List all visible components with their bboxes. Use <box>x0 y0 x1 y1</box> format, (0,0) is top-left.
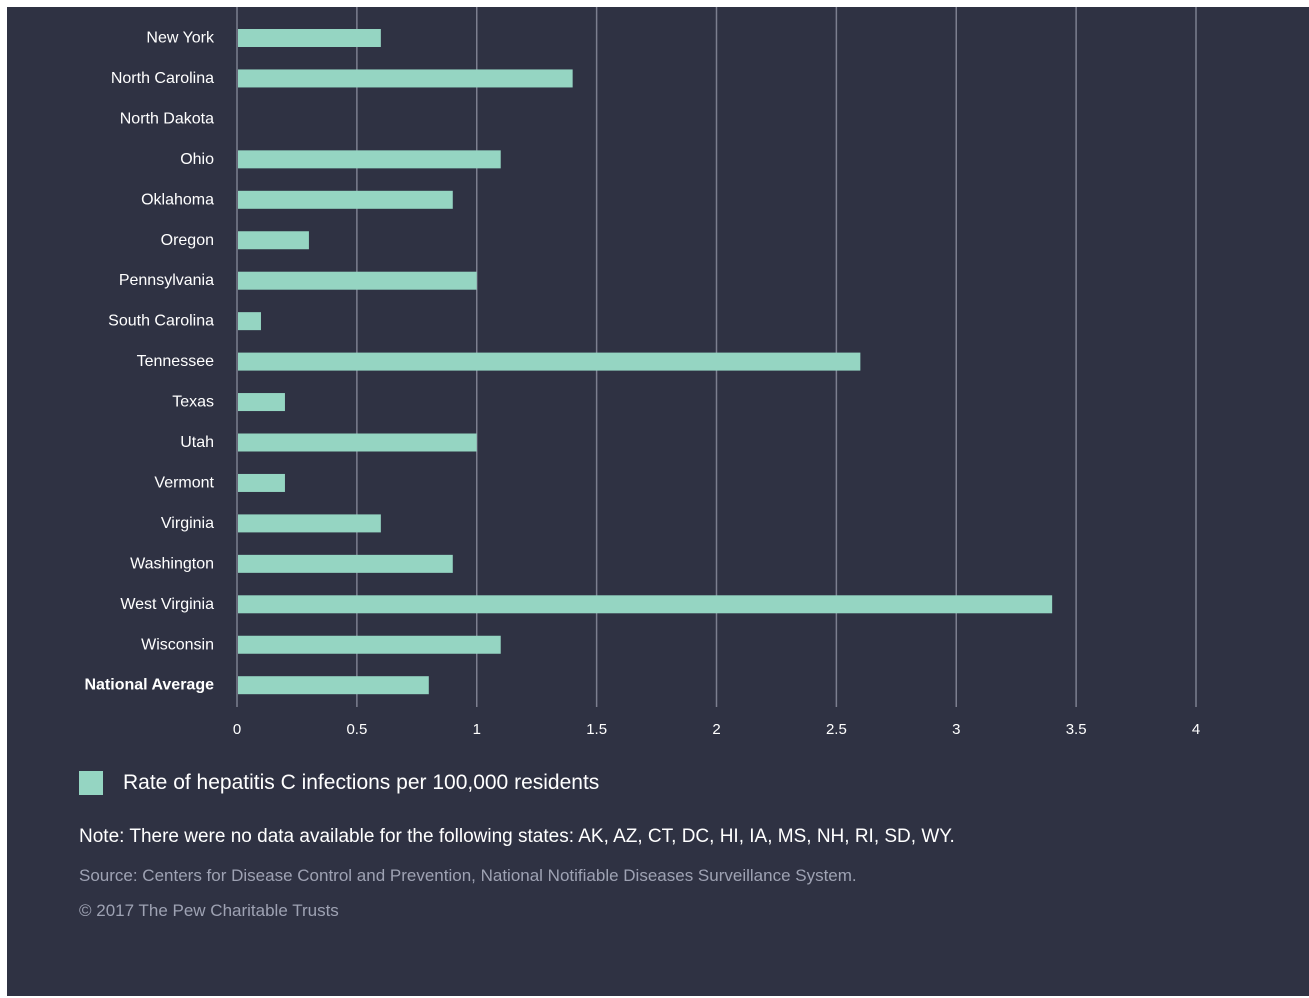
bars <box>238 29 1053 695</box>
bar-tennessee <box>238 352 861 371</box>
x-tick-labels: 0 0.5 1 1.5 2 2.5 3 3.5 4 <box>233 721 1200 738</box>
category-label-pennsylvania: Pennsylvania <box>119 272 214 289</box>
bar-west-virginia <box>238 595 1053 614</box>
bar-national-average <box>238 676 429 695</box>
bar-oklahoma <box>238 190 453 209</box>
bar-washington <box>238 554 453 573</box>
x-tick-label: 1 <box>473 721 481 738</box>
category-label-wisconsin: Wisconsin <box>141 636 214 653</box>
bar-south-carolina <box>238 312 261 331</box>
category-label-west-virginia: West Virginia <box>120 596 214 613</box>
legend: Rate of hepatitis C infections per 100,0… <box>79 771 599 795</box>
bar-wisconsin <box>238 635 501 654</box>
category-label-north-carolina: North Carolina <box>111 70 214 87</box>
category-label-texas: Texas <box>172 394 214 411</box>
bar-chart: New York North Carolina North Dakota Ohio Ok… <box>84 7 1200 738</box>
category-label-tennessee: Tennessee <box>137 353 214 370</box>
legend-swatch <box>79 771 103 795</box>
copyright-text: © 2017 The Pew Charitable Trusts <box>79 901 339 920</box>
x-tick-label: 3.5 <box>1066 721 1087 738</box>
x-tick-label: 2.5 <box>826 721 847 738</box>
category-label-oregon: Oregon <box>161 232 214 249</box>
bar-virginia <box>238 514 381 533</box>
category-label-utah: Utah <box>180 434 214 451</box>
bar-vermont <box>238 473 285 492</box>
category-label-vermont: Vermont <box>154 474 214 491</box>
x-tick-label: 0 <box>233 721 241 738</box>
category-labels: New York North Carolina North Dakota Ohio Ok… <box>84 30 215 694</box>
x-tick-label: 2 <box>712 721 720 738</box>
category-label-south-carolina: South Carolina <box>108 313 214 330</box>
x-tick-label: 4 <box>1192 721 1200 738</box>
category-label-ohio: Ohio <box>180 151 214 168</box>
x-tick-label: 1.5 <box>586 721 607 738</box>
bar-utah <box>238 433 477 452</box>
bar-texas <box>238 393 285 412</box>
chart-panel: New York North Carolina North Dakota Ohio Ok… <box>7 7 1309 996</box>
category-label-north-dakota: North Dakota <box>120 110 214 127</box>
footnote: Note: There were no data available for t… <box>79 826 955 847</box>
bar-ohio <box>238 150 501 169</box>
source-text: Source: Centers for Disease Control and … <box>79 866 857 885</box>
bar-new-york <box>238 29 381 47</box>
legend-label: Rate of hepatitis C infections per 100,0… <box>123 771 600 794</box>
x-tick-label: 3 <box>952 721 960 738</box>
x-tick-label: 0.5 <box>346 721 367 738</box>
bar-oregon <box>238 231 309 250</box>
category-label-washington: Washington <box>130 555 214 572</box>
category-label-virginia: Virginia <box>161 515 214 532</box>
bar-pennsylvania <box>238 271 477 290</box>
bar-north-carolina <box>238 69 573 88</box>
category-label-oklahoma: Oklahoma <box>141 191 214 208</box>
category-label-national-average: National Average <box>84 677 214 694</box>
category-label-new-york: New York <box>146 30 215 47</box>
